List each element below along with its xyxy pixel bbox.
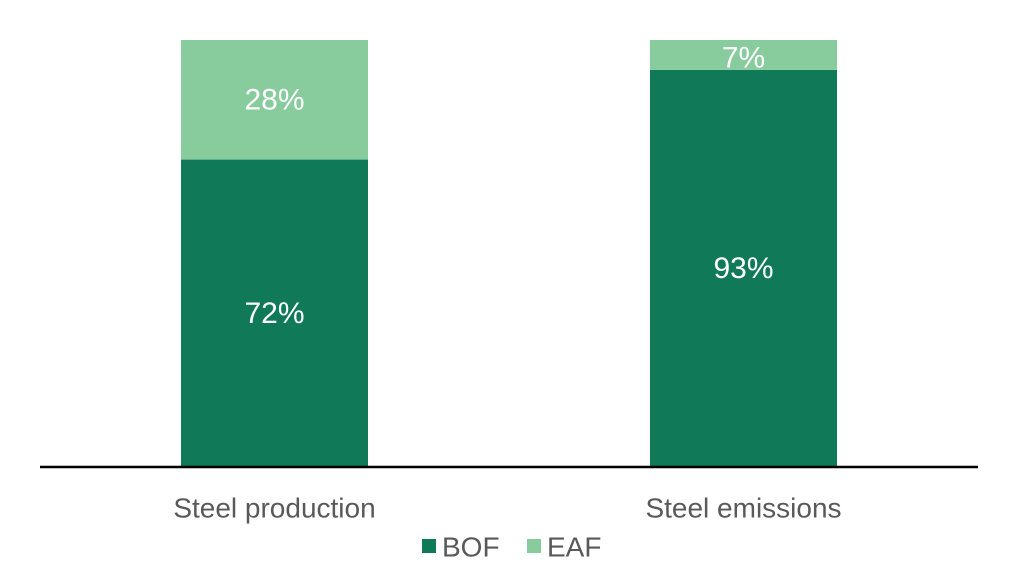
category-label-0: Steel production <box>173 493 375 524</box>
data-label-bof-0: 72% <box>244 297 304 330</box>
legend-label-eaf: EAF <box>547 532 601 563</box>
category-label-1: Steel emissions <box>645 493 841 524</box>
legend-swatch-bof <box>422 539 436 553</box>
legend: BOF EAF <box>422 532 601 563</box>
bar-bof-0 <box>181 159 368 467</box>
bar-eaf-1 <box>650 40 837 70</box>
segment-labels-group: 72% 28% 93% 7% <box>244 41 773 329</box>
data-label-eaf-1: 7% <box>722 41 765 74</box>
bars-group <box>181 40 837 467</box>
legend-label-bof: BOF <box>442 532 500 563</box>
legend-swatch-eaf <box>527 539 541 553</box>
data-label-bof-1: 93% <box>713 252 773 285</box>
bar-bof-1 <box>650 69 837 467</box>
data-label-eaf-0: 28% <box>244 83 304 116</box>
bar-eaf-0 <box>181 40 368 160</box>
category-labels-group: Steel production Steel emissions <box>173 493 841 524</box>
